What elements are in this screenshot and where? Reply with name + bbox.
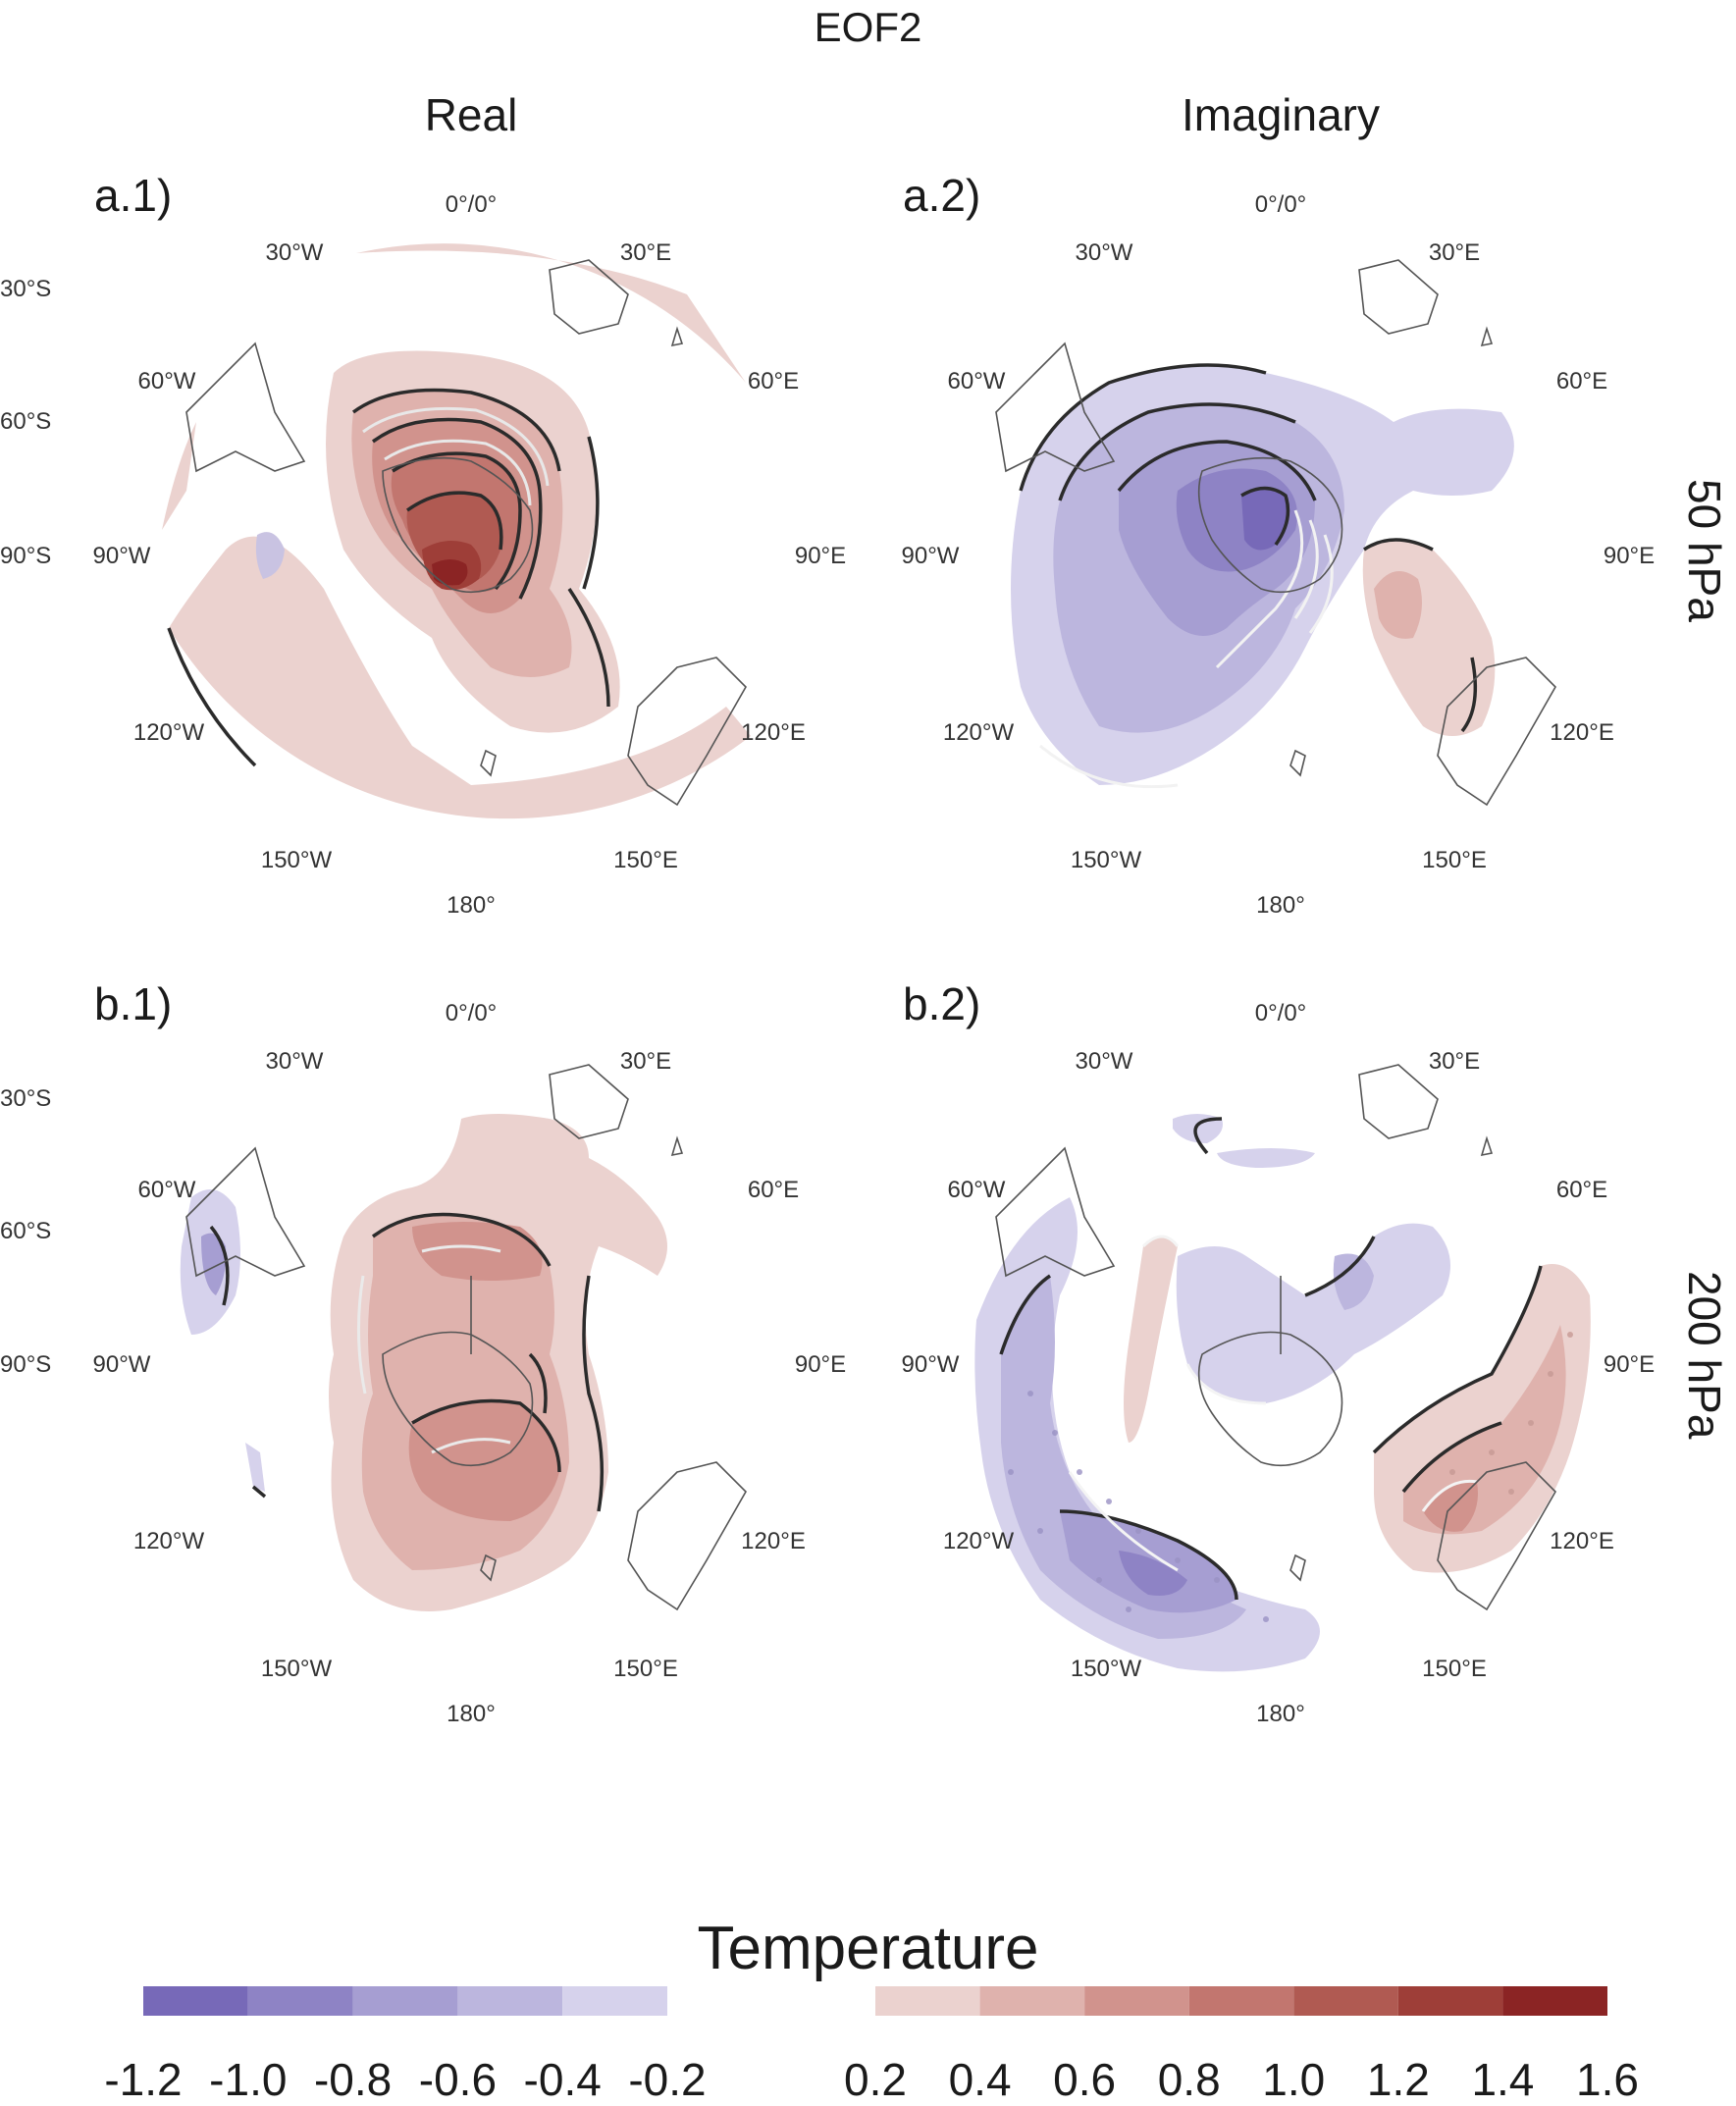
colorbar-negative-swatch [247,1986,353,2016]
label-30e: 30°E [1429,239,1480,266]
label-top: 0°/0° [1255,191,1307,218]
label-120e: 120°E [741,1528,806,1554]
panel-a2-coord-labels: 0°/0° 30°W 30°E 60°W 60°E 90°W 90°E 120°… [902,191,1656,919]
colorbar-negative-swatch [457,1986,563,2016]
label-90w: 90°W [902,543,960,569]
label-150w: 150°W [261,847,333,873]
label-150w: 150°W [1071,1656,1142,1682]
colorbar-title: Temperature [697,1915,1039,1982]
panel-b1-map [180,1064,747,1611]
label-90w: 90°W [902,1351,960,1378]
label-90e: 90°E [1604,1351,1655,1378]
colorbar-positive-tick-label: 1.6 [1576,2054,1639,2105]
label-90w: 90°W [93,543,151,569]
colorbar-positive-tick-label: 1.4 [1471,2054,1535,2105]
colorbar-positive-tick-label: 1.0 [1262,2054,1326,2105]
panel-a2-map [995,259,1556,807]
colorbar-positive-tick-label: 1.2 [1366,2054,1430,2105]
label-150w: 150°W [261,1656,333,1682]
label-120e: 120°E [741,719,806,746]
label-180: 180° [1256,1701,1305,1727]
colorbar-positive-swatch [875,1986,980,2016]
label-30s: 30°S [0,276,51,302]
label-30s: 30°S [0,1085,51,1112]
colorbar-negative-tick-label: -0.6 [418,2054,498,2105]
label-90s: 90°S [0,543,51,569]
panel-label-b1: b.1) [94,978,173,1029]
colorbar-positive-swatch [1188,1986,1294,2016]
label-120w: 120°W [943,719,1015,746]
panel-a1-coord-labels: 0°/0° 30°W 30°E 30°S 60°W 60°E 60°S 90°W… [0,191,846,919]
label-150w: 150°W [1071,847,1142,873]
colorbar-positive-tick-label: 0.2 [844,2054,907,2105]
label-30w: 30°W [266,239,324,266]
colorbar-positive-tick-label: 0.8 [1157,2054,1221,2105]
label-60e: 60°E [1556,1177,1607,1203]
label-120w: 120°W [133,719,205,746]
panel-label-a2: a.2) [903,170,981,221]
label-120w: 120°W [133,1528,205,1554]
colorbar-negative-swatch [143,1986,248,2016]
colorbar-positive-swatch [1397,1986,1503,2016]
label-30e: 30°E [620,1048,671,1075]
label-120e: 120°E [1550,719,1614,746]
column-title-real: Real [424,89,518,140]
label-top: 0°/0° [1255,1000,1307,1027]
colorbar-negative [143,1986,667,2016]
colorbar-negative-swatch [562,1986,667,2016]
panel-b2-map [974,1064,1591,1672]
colorbar-positive-swatch [1293,1986,1398,2016]
label-90w: 90°W [93,1351,151,1378]
label-30e: 30°E [620,239,671,266]
label-30w: 30°W [1076,239,1133,266]
label-180: 180° [1256,892,1305,919]
label-60e: 60°E [1556,368,1607,395]
label-60e: 60°E [748,368,799,395]
label-60e: 60°E [748,1177,799,1203]
panel-label-b2: b.2) [903,978,981,1029]
panel-a1-map [162,243,751,819]
label-30w: 30°W [266,1048,324,1075]
label-150e: 150°E [1422,1656,1487,1682]
label-120w: 120°W [943,1528,1015,1554]
panel-b2-coord-labels: 0°/0° 30°W 30°E 60°W 60°E 90°W 90°E 120°… [902,1000,1656,1727]
label-60s: 60°S [0,408,51,435]
colorbar-negative-swatch [352,1986,458,2016]
label-60w: 60°W [138,368,196,395]
label-150e: 150°E [1422,847,1487,873]
colorbar-positive-swatch [1084,1986,1189,2016]
column-title-imaginary: Imaginary [1182,89,1380,140]
label-150e: 150°E [613,1656,678,1682]
panel-b1-coord-labels: 0°/0° 30°W 30°E 30°S 60°W 60°E 60°S 90°W… [0,1000,846,1727]
colorbar-positive-swatch [1502,1986,1607,2016]
colorbar-positive [875,1986,1607,2016]
label-120e: 120°E [1550,1528,1614,1554]
label-90e: 90°E [1604,543,1655,569]
label-60w: 60°W [948,1177,1006,1203]
panel-label-a1: a.1) [94,170,173,221]
label-30w: 30°W [1076,1048,1133,1075]
colorbar-positive-tick-label: 0.4 [948,2054,1012,2105]
colorbar-negative-tick-label: -1.0 [209,2054,288,2105]
colorbar-positive-swatch [979,1986,1085,2016]
label-90e: 90°E [795,1351,846,1378]
label-180: 180° [447,1701,496,1727]
colorbar-negative-tick-label: -0.2 [628,2054,707,2105]
colorbar-negative-tick-label: -0.4 [523,2054,602,2105]
label-60w: 60°W [948,368,1006,395]
label-30e: 30°E [1429,1048,1480,1075]
label-60s: 60°S [0,1218,51,1244]
label-150e: 150°E [613,847,678,873]
label-90s: 90°S [0,1351,51,1378]
label-top: 0°/0° [446,191,498,218]
colorbar-negative-tick-label: -1.2 [104,2054,183,2105]
figure-title: EOF2 [814,4,922,50]
colorbar-positive-tick-label: 0.6 [1053,2054,1117,2105]
label-180: 180° [447,892,496,919]
label-top: 0°/0° [446,1000,498,1027]
label-90e: 90°E [795,543,846,569]
colorbar-negative-tick-label: -0.8 [313,2054,393,2105]
label-60w: 60°W [138,1177,196,1203]
